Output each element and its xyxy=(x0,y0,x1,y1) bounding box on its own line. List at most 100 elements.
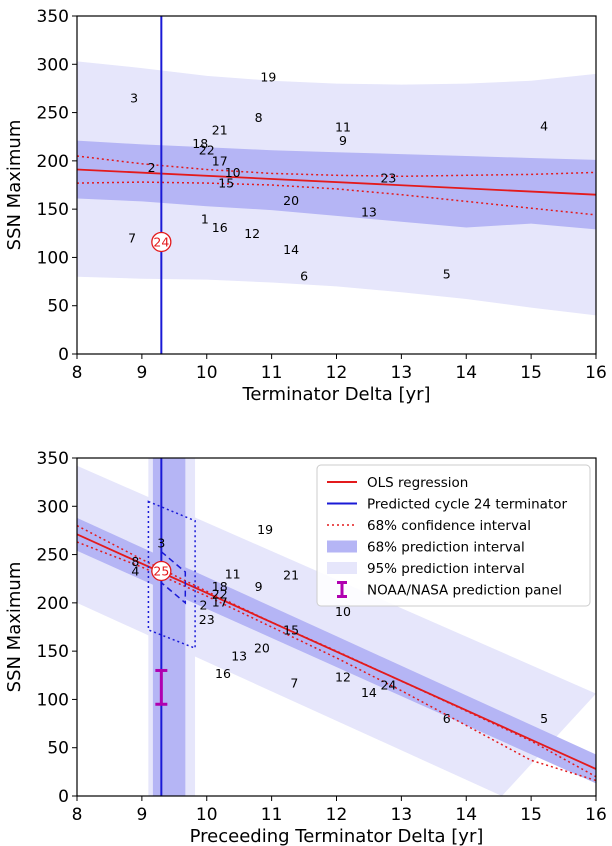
x-tick-label: 9 xyxy=(136,805,147,825)
data-point-7: 7 xyxy=(128,231,136,246)
data-point-23: 23 xyxy=(380,171,396,186)
legend-label: OLS regression xyxy=(367,475,468,491)
data-point-6: 6 xyxy=(300,268,308,283)
data-point-22: 22 xyxy=(199,143,215,158)
data-point-2: 2 xyxy=(148,160,156,175)
y-tick-label: 300 xyxy=(37,497,69,517)
x-tick-label: 13 xyxy=(391,363,413,383)
data-point-19: 19 xyxy=(260,69,276,84)
data-point-10: 10 xyxy=(335,604,351,619)
x-tick-label: 12 xyxy=(326,363,348,383)
y-tick-label: 100 xyxy=(37,248,69,268)
x-tick-label: 14 xyxy=(455,363,477,383)
legend-label: 95% prediction interval xyxy=(367,561,525,577)
data-point-6: 6 xyxy=(443,711,451,726)
x-axis-label: Terminator Delta [yr] xyxy=(241,384,430,405)
data-point-5: 5 xyxy=(540,711,548,726)
y-tick-label: 350 xyxy=(37,7,69,27)
data-point-23: 23 xyxy=(199,612,215,627)
x-tick-label: 12 xyxy=(326,805,348,825)
x-tick-label: 11 xyxy=(261,363,283,383)
prediction-band-68 xyxy=(77,140,596,230)
prediction-band-68 xyxy=(77,517,596,784)
data-point-13: 13 xyxy=(361,205,377,220)
legend-label: NOAA/NASA prediction panel xyxy=(367,583,562,599)
x-tick-label: 10 xyxy=(196,805,218,825)
legend-label: Predicted cycle 24 terminator xyxy=(367,497,568,513)
data-point-20: 20 xyxy=(283,193,299,208)
legend-box xyxy=(316,464,591,607)
y-tick-label: 150 xyxy=(37,642,69,662)
y-tick-label: 50 xyxy=(47,297,69,317)
data-point-21: 21 xyxy=(212,122,228,137)
data-point-2: 2 xyxy=(200,597,208,612)
data-point-9: 9 xyxy=(255,579,263,594)
legend-label: 68% confidence interval xyxy=(367,518,531,534)
data-point-12: 12 xyxy=(335,670,351,685)
data-point-24: 24 xyxy=(380,677,396,692)
data-point-19: 19 xyxy=(257,522,273,537)
y-tick-label: 200 xyxy=(37,152,69,172)
y-tick-label: 150 xyxy=(37,200,69,220)
terminator-band-68 xyxy=(152,458,186,796)
data-point-20: 20 xyxy=(254,641,270,656)
legend-swatch xyxy=(327,540,357,553)
data-point-4: 4 xyxy=(131,563,139,578)
data-point-3: 3 xyxy=(130,91,138,106)
x-tick-label: 15 xyxy=(520,805,542,825)
x-tick-label: 8 xyxy=(72,363,83,383)
data-point-7: 7 xyxy=(290,676,298,691)
y-tick-label: 100 xyxy=(37,690,69,710)
x-tick-label: 16 xyxy=(585,363,607,383)
y-tick-label: 0 xyxy=(58,345,69,365)
data-point-8: 8 xyxy=(131,554,139,569)
chart-top: 1234567891011121314151617181920212223248… xyxy=(4,7,607,405)
data-point-9: 9 xyxy=(339,133,347,148)
predicted-cycle-label: 25 xyxy=(153,563,169,578)
predicted-cycle-label: 24 xyxy=(153,234,169,249)
ols-regression-line xyxy=(77,168,596,196)
y-tick-label: 200 xyxy=(37,594,69,614)
predicted-cycle-marker xyxy=(151,560,172,582)
x-tick-label: 11 xyxy=(261,805,283,825)
data-point-11: 11 xyxy=(335,120,351,135)
legend-swatch xyxy=(327,562,357,574)
data-point-8: 8 xyxy=(255,110,263,125)
data-point-11: 11 xyxy=(225,566,241,581)
prediction-95-box xyxy=(147,500,196,650)
data-point-15: 15 xyxy=(218,176,234,191)
data-point-18: 18 xyxy=(192,136,208,151)
data-point-5: 5 xyxy=(443,266,451,281)
x-tick-label: 15 xyxy=(520,363,542,383)
data-point-14: 14 xyxy=(283,242,299,257)
confidence-68-upper xyxy=(77,155,596,178)
data-point-13: 13 xyxy=(231,648,247,663)
x-tick-label: 14 xyxy=(455,805,477,825)
data-point-1: 1 xyxy=(201,211,209,226)
x-tick-label: 10 xyxy=(196,363,218,383)
x-tick-label: 9 xyxy=(136,363,147,383)
x-tick-label: 13 xyxy=(391,805,413,825)
data-point-12: 12 xyxy=(244,226,260,241)
y-tick-label: 0 xyxy=(58,787,69,807)
predicted-cycle-marker xyxy=(151,231,172,253)
data-point-22: 22 xyxy=(212,587,228,602)
data-point-16: 16 xyxy=(215,666,231,681)
data-point-17: 17 xyxy=(212,594,228,609)
data-point-3: 3 xyxy=(157,535,165,550)
data-point-17: 17 xyxy=(212,153,228,168)
legend-label: 68% prediction interval xyxy=(367,540,525,556)
data-point-14: 14 xyxy=(361,685,377,700)
y-tick-label: 250 xyxy=(37,104,69,124)
data-point-18: 18 xyxy=(212,579,228,594)
y-axis-label: SSN Maximum xyxy=(4,120,25,251)
data-point-10: 10 xyxy=(225,165,241,180)
x-tick-label: 16 xyxy=(585,805,607,825)
data-point-4: 4 xyxy=(540,119,548,134)
data-point-15: 15 xyxy=(283,622,299,637)
y-tick-label: 350 xyxy=(37,449,69,469)
